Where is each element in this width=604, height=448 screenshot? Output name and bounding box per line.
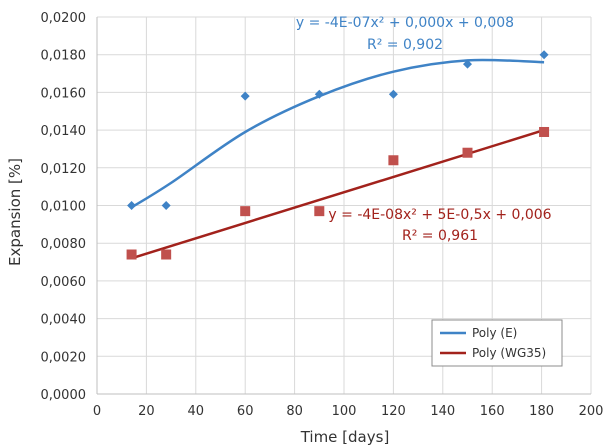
trendline-e-r-squared: R² = 0,902 <box>367 37 443 53</box>
data-point-e <box>314 89 324 99</box>
data-point-wg35 <box>240 206 251 217</box>
grid <box>97 16 592 394</box>
data-point-wg35 <box>126 249 137 260</box>
legend: Poly (E) Poly (WG35) <box>431 319 563 367</box>
data-point-wg35 <box>314 206 325 217</box>
data-point-wg35 <box>161 249 172 260</box>
y-axis-title: Expansion [%] <box>6 158 24 266</box>
x-tick-label: 140 <box>430 404 455 419</box>
y-tick-label: 0,0080 <box>41 237 87 252</box>
markers <box>126 50 550 260</box>
y-tick-label: 0,0200 <box>41 11 87 26</box>
tick-labels: 0 20 40 60 80 100 120 140 160 180 200 0,0000 0,0020 0… <box>41 11 604 419</box>
trendline-e-equation: y = -4E-07x² + 0,000x + 0,008 <box>296 15 514 31</box>
x-tick-label: 180 <box>529 404 554 419</box>
data-point-e <box>161 201 171 210</box>
data-point-wg35 <box>462 147 473 158</box>
x-tick-label: 200 <box>579 404 604 419</box>
y-tick-label: 0,0140 <box>41 124 87 139</box>
y-tick-label: 0,0160 <box>41 86 87 101</box>
y-tick-label: 0,0000 <box>41 388 87 403</box>
legend-label-poly-wg35: Poly (WG35) <box>472 346 546 360</box>
trendline-wg35-equation: y = -4E-08x² + 5E-0,5x + 0,006 <box>328 207 551 223</box>
trendlines <box>130 58 545 260</box>
data-point-e <box>539 50 549 60</box>
x-tick-label: 160 <box>480 404 505 419</box>
x-tick-label: 80 <box>286 404 303 419</box>
data-point-wg35 <box>539 126 550 137</box>
legend-label-poly-e: Poly (E) <box>472 326 517 340</box>
legend-box <box>431 319 563 367</box>
data-point-e <box>240 91 250 101</box>
trendline-poly-e <box>130 58 545 209</box>
x-tick-label: 60 <box>237 404 254 419</box>
y-tick-label: 0,0020 <box>41 350 87 365</box>
y-tick-label: 0,0060 <box>41 275 87 290</box>
axes <box>96 17 591 395</box>
x-tick-label: 100 <box>332 404 357 419</box>
x-tick-label: 120 <box>381 404 406 419</box>
y-tick-label: 0,0180 <box>41 49 87 64</box>
data-point-wg35 <box>388 155 399 166</box>
trendline-wg35-r-squared: R² = 0,961 <box>402 228 478 244</box>
y-tick-label: 0,0040 <box>41 313 87 328</box>
data-point-e <box>127 201 137 210</box>
y-tick-label: 0,0120 <box>41 162 87 177</box>
y-tick-label: 0,0100 <box>41 200 87 215</box>
x-tick-label: 20 <box>138 404 155 419</box>
x-tick-label: 40 <box>188 404 205 419</box>
trendline-poly-wg35 <box>131 128 545 260</box>
x-tick-label: 0 <box>93 404 101 419</box>
data-point-e <box>463 59 472 69</box>
data-point-e <box>388 89 398 99</box>
x-axis-title: Time [days] <box>300 428 390 446</box>
